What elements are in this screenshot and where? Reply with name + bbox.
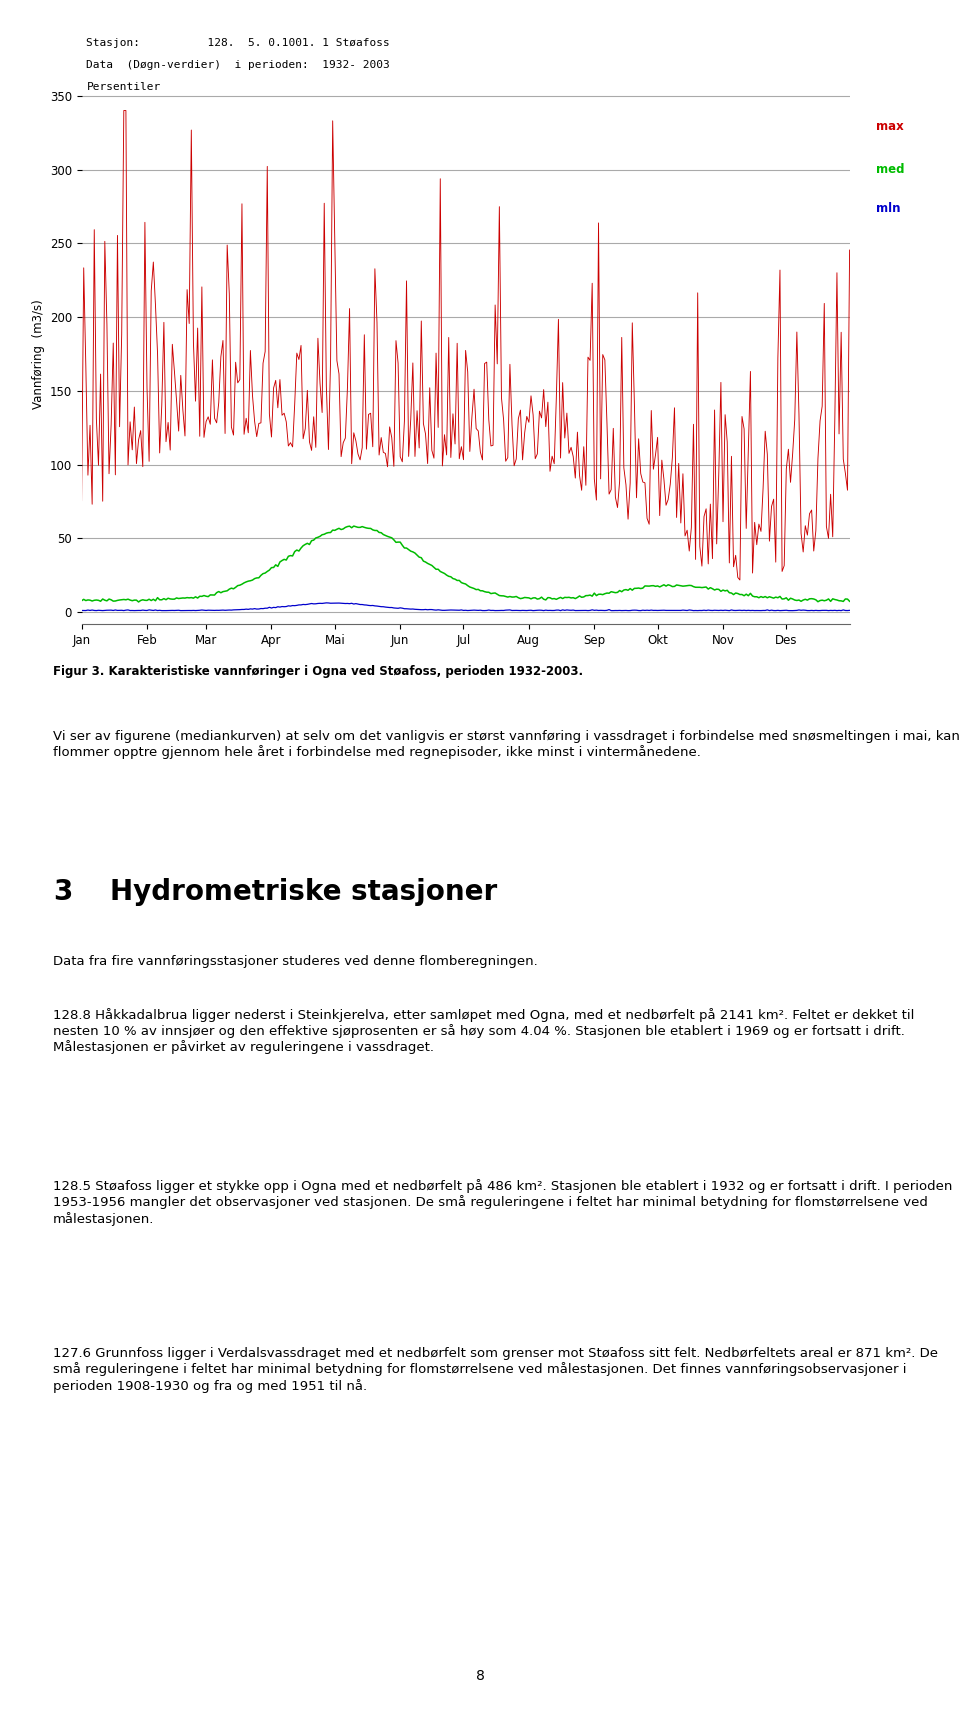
Text: max: max [876,120,903,134]
Text: 8: 8 [475,1669,485,1683]
Text: 127.6 Grunnfoss ligger i Verdalsvassdraget med et nedbørfelt som grenser mot Stø: 127.6 Grunnfoss ligger i Verdalsvassdrag… [53,1347,938,1392]
Text: Vi ser av figurene (mediankurven) at selv om det vanligvis er størst vannføring : Vi ser av figurene (mediankurven) at sel… [53,730,960,759]
Text: Data fra fire vannføringsstasjoner studeres ved denne flomberegningen.: Data fra fire vannføringsstasjoner stude… [53,955,538,968]
Text: 128.5 Støafoss ligger et stykke opp i Ogna med et nedbørfelt på 486 km². Stasjon: 128.5 Støafoss ligger et stykke opp i Og… [53,1179,952,1226]
Text: Data  (Døgn-verdier)  i perioden:  1932- 2003: Data (Døgn-verdier) i perioden: 1932- 20… [86,60,390,70]
Text: Figur 3. Karakteristiske vannføringer i Ogna ved Støafoss, perioden 1932-2003.: Figur 3. Karakteristiske vannføringer i … [53,665,583,679]
Text: 128.8 Håkkadalbrua ligger nederst i Steinkjerelva, etter samløpet med Ogna, med : 128.8 Håkkadalbrua ligger nederst i Stei… [53,1008,914,1054]
Text: Stasjon:          128.  5. 0.1001. 1 Støafoss: Stasjon: 128. 5. 0.1001. 1 Støafoss [86,38,390,48]
Text: med: med [876,163,904,177]
Text: Hydrometriske stasjoner: Hydrometriske stasjoner [110,878,497,905]
Y-axis label: Vannføring  (m3/s): Vannføring (m3/s) [33,298,45,410]
Text: 3: 3 [53,878,72,905]
Text: Persentiler: Persentiler [86,82,160,93]
Text: mln: mln [876,202,900,216]
